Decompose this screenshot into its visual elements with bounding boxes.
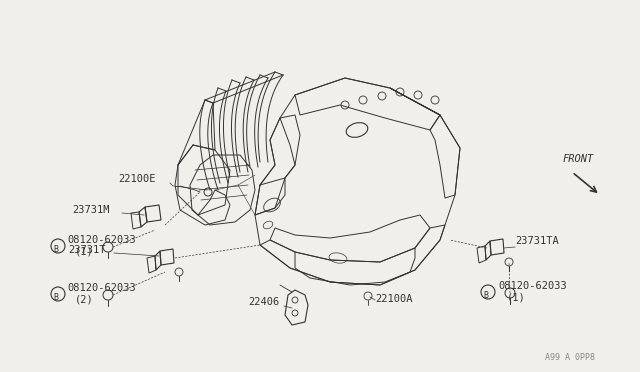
Text: 08120-62033: 08120-62033 — [67, 235, 136, 245]
Text: 08120-62033: 08120-62033 — [498, 281, 567, 291]
Text: B: B — [53, 292, 58, 301]
Text: 22100E: 22100E — [118, 174, 156, 184]
Text: 22406: 22406 — [248, 297, 279, 307]
Text: 23731T: 23731T — [68, 245, 106, 255]
Text: A99 A 0PP8: A99 A 0PP8 — [545, 353, 595, 362]
Text: B: B — [53, 244, 58, 253]
Text: 23731M: 23731M — [72, 205, 109, 215]
Text: 08120-62033: 08120-62033 — [67, 283, 136, 293]
Text: (1): (1) — [507, 293, 525, 303]
Text: B: B — [483, 291, 488, 299]
Text: (2): (2) — [75, 295, 93, 305]
Text: 23731TA: 23731TA — [515, 236, 559, 246]
Text: 22100A: 22100A — [375, 294, 413, 304]
Text: FRONT: FRONT — [563, 154, 595, 164]
Text: (1): (1) — [75, 247, 93, 257]
